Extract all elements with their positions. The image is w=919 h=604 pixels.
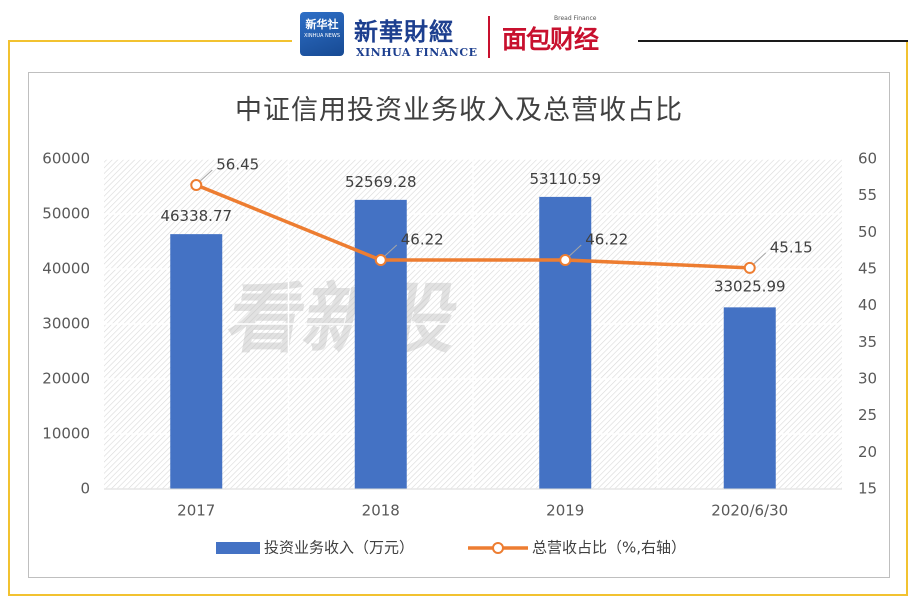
watermark-text: 看新股 <box>221 275 465 363</box>
x-tick-label: 2020/6/30 <box>711 502 788 520</box>
header-rule <box>634 40 908 42</box>
y-right-tick-label: 60 <box>858 150 877 168</box>
bar-data-label: 53110.59 <box>529 170 601 188</box>
bar-data-label: 52569.28 <box>345 173 417 191</box>
data-label-leader <box>199 169 213 182</box>
y-right-tick-label: 30 <box>858 370 877 388</box>
y-left-tick-label: 10000 <box>42 425 90 443</box>
line-point-marker <box>559 254 572 267</box>
bar-investment-income <box>170 234 223 489</box>
bar-investment-income <box>723 307 776 489</box>
xinhua-badge-logo: 新华社 XINHUA NEWS <box>300 12 344 56</box>
bar-investment-income <box>539 196 592 489</box>
legend-swatch-marker <box>492 542 504 554</box>
y-left-tick-label: 0 <box>80 480 90 498</box>
line-data-label: 46.22 <box>401 231 444 249</box>
bread-finance-logo-en: Bread Finance <box>554 15 597 22</box>
line-revenue-share <box>195 183 750 270</box>
chart-title: 中证信用投资业务收入及总营收占比 <box>235 95 683 126</box>
xinhua-finance-logo-cn: 新華財經 <box>354 17 454 46</box>
logo-banner: 新华社 XINHUA NEWS 新華財經 XINHUA FINANCE 面包财经… <box>292 8 638 64</box>
badge-subtext: XINHUA NEWS <box>303 33 341 39</box>
y-right-tick-label: 20 <box>858 443 877 461</box>
y-right-tick-label: 35 <box>858 333 877 351</box>
x-tick-label: 2019 <box>546 502 584 520</box>
y-left-tick-label: 20000 <box>42 370 90 388</box>
y-left-tick-label: 40000 <box>42 260 90 278</box>
line-point-marker <box>374 254 387 267</box>
bar-investment-income <box>354 199 407 489</box>
y-right-tick-label: 40 <box>858 296 877 314</box>
y-right-tick-label: 50 <box>858 223 877 241</box>
legend-label-line: 总营收占比（%,右轴） <box>532 539 686 557</box>
line-data-label: 45.15 <box>770 238 813 256</box>
legend-label-bar: 投资业务收入（万元） <box>264 539 414 557</box>
y-right-tick-label: 15 <box>858 480 877 498</box>
y-left-tick-label: 60000 <box>42 150 90 168</box>
y-right-tick-label: 55 <box>858 186 877 204</box>
logo-separator <box>488 16 490 58</box>
y-left-tick-label: 50000 <box>42 205 90 223</box>
data-label-leader <box>384 244 398 257</box>
line-data-label: 46.22 <box>585 231 628 249</box>
bread-finance-logo-cn: 面包财经 <box>502 25 599 54</box>
bar-data-label: 33025.99 <box>714 277 786 295</box>
x-tick-label: 2017 <box>177 502 215 520</box>
bar-data-label: 46338.77 <box>160 207 232 225</box>
data-label-leader <box>753 252 767 265</box>
badge-text: 新华社 <box>305 18 339 31</box>
x-tick-label: 2018 <box>362 502 400 520</box>
line-point-marker <box>190 179 203 192</box>
y-left-tick-label: 30000 <box>42 315 90 333</box>
xinhua-finance-logo-en: XINHUA FINANCE <box>356 46 478 59</box>
data-label-leader <box>568 244 582 257</box>
y-right-tick-label: 45 <box>858 260 877 278</box>
legend-swatch-bar <box>216 542 260 554</box>
line-data-label: 56.45 <box>216 156 259 174</box>
y-right-tick-label: 25 <box>858 406 877 424</box>
line-point-marker <box>743 261 756 274</box>
